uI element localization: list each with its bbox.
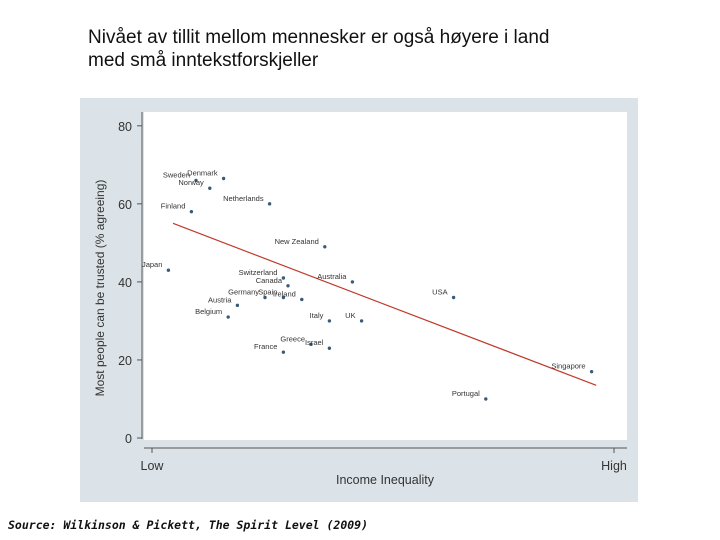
trend-line [172, 222, 597, 386]
data-point [300, 297, 304, 302]
point-label: Denmark [187, 168, 218, 177]
point-label: Germany [228, 288, 259, 297]
x-axis-title: Income Inequality [336, 473, 435, 487]
data-point [359, 319, 364, 323]
y-tick-label: 60 [118, 198, 132, 212]
data-point [189, 209, 194, 214]
data-point [451, 295, 456, 300]
data-point [281, 350, 286, 354]
data-point [327, 346, 332, 350]
point-label: Singapore [551, 362, 585, 371]
data-point [309, 342, 313, 347]
point-label: UK [345, 311, 355, 320]
data-point [166, 268, 171, 272]
point-label: Norway [178, 178, 204, 187]
data-point [267, 202, 272, 206]
point-label: Finland [161, 202, 186, 211]
y-tick-label: 40 [118, 276, 132, 290]
source-citation: Source: Wilkinson & Pickett, The Spirit … [8, 518, 369, 532]
data-point [286, 284, 290, 288]
data-point [350, 280, 355, 284]
data-point [281, 276, 286, 280]
data-point [208, 186, 212, 190]
plot-area [144, 112, 627, 440]
data-point [589, 369, 594, 374]
data-point [327, 319, 332, 323]
point-label: Austria [208, 295, 232, 304]
point-label: Ireland [273, 289, 296, 298]
x-tick-label: High [601, 459, 627, 473]
point-label: Japan [142, 260, 162, 269]
point-label: Greece [280, 334, 305, 343]
point-label: Portugal [452, 389, 480, 398]
data-point [194, 178, 198, 183]
point-label: Belgium [195, 307, 222, 316]
x-ticks: Low High [141, 448, 627, 473]
point-label: Switzerland [239, 268, 278, 277]
chart-frame: 0 20 40 60 80 Low High Sweden Denmark Norway Fin… [80, 98, 638, 502]
data-point [323, 245, 327, 249]
point-label: Israel [305, 338, 324, 347]
data-point [484, 397, 488, 401]
data-point [221, 176, 226, 181]
y-axis-title: Most people can be trusted (% agreeing) [93, 180, 107, 397]
point-label: New Zealand [275, 237, 319, 246]
data-point [235, 303, 240, 308]
slide-title: Nivået av tillit mellom mennesker er ogs… [88, 26, 648, 72]
point-label: Netherlands [223, 194, 264, 203]
point-label: Spain [258, 288, 277, 297]
y-tick-label: 0 [125, 432, 132, 446]
point-label: Sweden [163, 170, 190, 179]
title-line-1: Nivået av tillit mellom mennesker er ogs… [88, 27, 550, 48]
trend-line-group [172, 222, 597, 386]
data-point [281, 295, 286, 300]
x-tick-label: Low [141, 459, 165, 473]
y-tick-label: 80 [118, 120, 132, 134]
point-label: Canada [256, 276, 283, 285]
point-label: USA [432, 288, 447, 297]
title-line-2: med små inntekstforskjeller [88, 50, 319, 71]
data-point [263, 295, 267, 300]
point-label: Italy [310, 311, 324, 320]
point-label: Australia [317, 272, 347, 281]
y-tick-label: 20 [118, 354, 132, 368]
point-label: France [254, 342, 277, 351]
data-point [226, 315, 230, 319]
y-ticks: 0 20 40 60 80 [118, 120, 142, 446]
